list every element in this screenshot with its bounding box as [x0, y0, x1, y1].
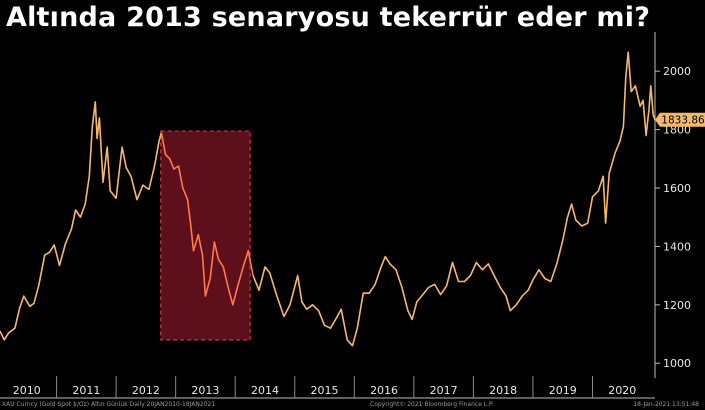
y-tick-label: 1600: [663, 182, 691, 195]
x-tick-label: 2019: [549, 384, 577, 397]
x-tick-label: 2020: [608, 384, 636, 397]
last-value-label: 1833.86: [661, 115, 705, 127]
last-value-marker: [655, 112, 705, 127]
highlight-region: [160, 130, 251, 341]
footer-source: XAU Curncy (Gold Spot $/Oz) Altın Günlük…: [2, 401, 216, 408]
y-tick-label: 1000: [663, 357, 691, 370]
x-tick-label: 2017: [430, 384, 458, 397]
y-tick-label: 1400: [663, 240, 691, 253]
y-tick-label: 1200: [663, 299, 691, 312]
x-tick-label: 2015: [311, 384, 339, 397]
footer-copyright: Copyright© 2021 Bloomberg Finance L.P.: [370, 401, 494, 408]
x-tick-label: 2012: [132, 384, 160, 397]
footer-timestamp: 18-Jan-2021 13:51:48: [633, 401, 699, 408]
x-tick-label: 2011: [72, 384, 100, 397]
x-tick-label: 2013: [191, 384, 219, 397]
price-line-highlighted: [160, 132, 254, 306]
x-tick-label: 2010: [13, 384, 41, 397]
price-line: [0, 101, 163, 341]
x-tick-label: 2014: [251, 384, 279, 397]
x-tick-label: 2016: [370, 384, 398, 397]
y-tick-label: 1800: [663, 124, 691, 137]
price-line: [252, 51, 656, 347]
y-tick-label: 2000: [663, 65, 691, 78]
x-tick-label: 2018: [489, 384, 517, 397]
chart-title: Altında 2013 senaryosu tekerrür eder mi?: [6, 2, 651, 33]
